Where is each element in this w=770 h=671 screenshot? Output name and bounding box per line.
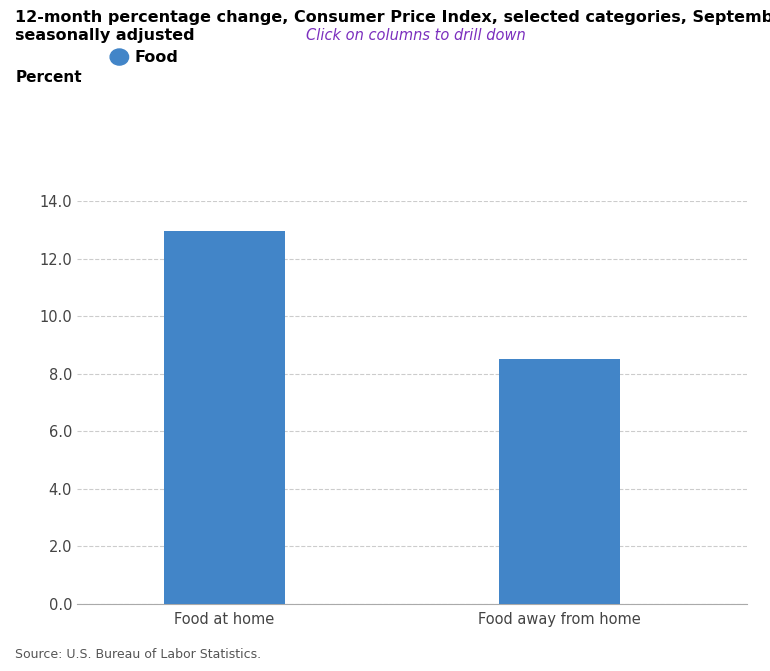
Text: 12-month percentage change, Consumer Price Index, selected categories, September: 12-month percentage change, Consumer Pri… — [15, 10, 770, 25]
Text: seasonally adjusted: seasonally adjusted — [15, 28, 195, 43]
Text: Source: U.S. Bureau of Labor Statistics.: Source: U.S. Bureau of Labor Statistics. — [15, 648, 262, 661]
Text: Food: Food — [135, 50, 179, 65]
Bar — [164, 231, 285, 604]
Text: Percent: Percent — [15, 70, 82, 85]
Bar — [499, 360, 620, 604]
Text: Click on columns to drill down: Click on columns to drill down — [306, 28, 526, 43]
